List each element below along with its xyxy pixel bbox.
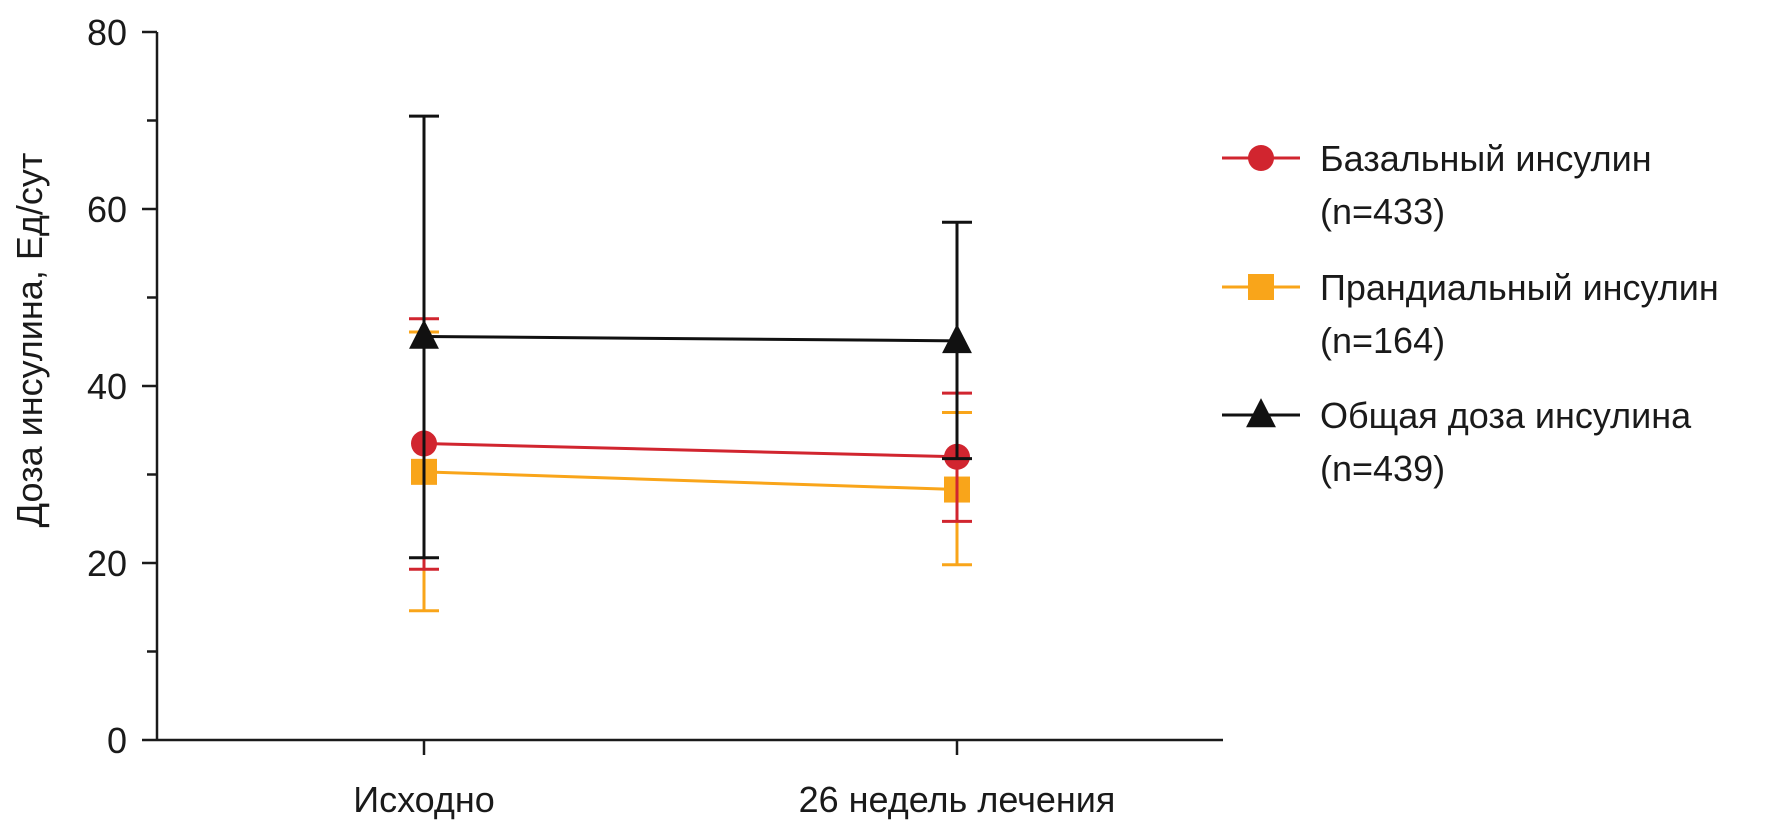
legend-label: Прандиальный инсулин xyxy=(1320,267,1719,308)
legend-label: Общая доза инсулина xyxy=(1320,395,1692,436)
legend-item: Базальный инсулин (n=433) xyxy=(1222,138,1652,232)
y-tick-label: 60 xyxy=(87,189,127,230)
x-tick-label: 26 недель лечения xyxy=(799,779,1116,820)
legend-marker-square xyxy=(1248,274,1274,300)
legend-layer: Базальный инсулин (n=433) Прандиальный инс… xyxy=(1222,138,1719,489)
legend-n-label: (n=433) xyxy=(1320,191,1445,232)
axes-layer: 0 20 40 60 80 Исходно 26 недель лечения xyxy=(87,12,1223,820)
legend-marker-triangle xyxy=(1246,398,1276,428)
y-tick-label: 0 xyxy=(107,720,127,761)
series-square xyxy=(409,330,972,613)
series-line xyxy=(423,442,958,459)
legend-n-label: (n=164) xyxy=(1320,320,1445,361)
series-line xyxy=(423,334,958,343)
data-point-triangle xyxy=(942,323,972,354)
y-tick-label: 20 xyxy=(87,543,127,584)
data-point-triangle xyxy=(409,319,439,349)
series-circle xyxy=(409,317,972,571)
legend-n-label: (n=439) xyxy=(1320,448,1445,489)
y-axis-title: Доза инсулина, Ед/сут xyxy=(9,153,50,528)
legend-item: Прандиальный инсулин (n=164) xyxy=(1222,267,1719,361)
series-triangle xyxy=(409,114,972,560)
series-line xyxy=(423,470,958,492)
x-tick-label: Исходно xyxy=(353,779,495,820)
legend-item: Общая доза инсулина (n=439) xyxy=(1222,395,1692,489)
y-tick-label: 80 xyxy=(87,12,127,53)
legend-label: Базальный инсулин xyxy=(1320,138,1652,179)
series-layer xyxy=(409,114,972,613)
legend-marker-circle xyxy=(1248,145,1274,171)
y-tick-label: 40 xyxy=(87,366,127,407)
